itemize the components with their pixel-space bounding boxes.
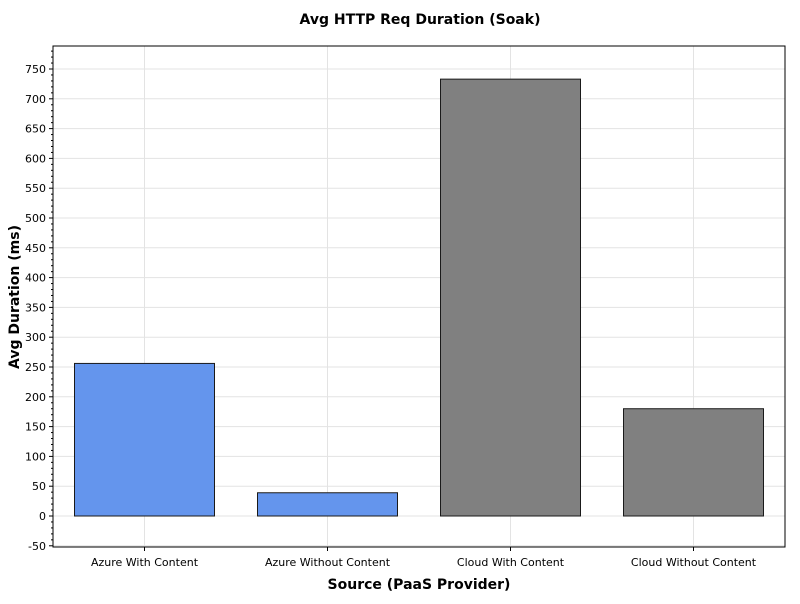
y-tick-label: 750	[25, 63, 46, 76]
y-tick-label: 0	[39, 510, 46, 523]
y-tick-label: 600	[25, 152, 46, 165]
bar-cloud-without-content	[623, 408, 764, 517]
x-tick-label: Azure Without Content	[265, 556, 391, 569]
y-tick-label: 150	[25, 421, 46, 434]
y-tick-label: 500	[25, 212, 46, 225]
y-axis-label: Avg Duration (ms)	[7, 225, 23, 369]
bar-azure-without-content	[257, 492, 398, 517]
y-tick-label: 250	[25, 361, 46, 374]
chart-title: Avg HTTP Req Duration (Soak)	[300, 12, 541, 28]
y-tick-label: 100	[25, 450, 46, 463]
plot-area-frame	[52, 45, 786, 548]
x-tick-label: Cloud Without Content	[631, 556, 757, 569]
x-axis-ticks: Azure With Content Azure Without Content C…	[91, 547, 757, 569]
bars	[74, 78, 764, 517]
y-tick-label: 550	[25, 182, 46, 195]
y-axis-ticks: -50 0 50 100 150 200 250 300 350 400 450 500 550 600 6…	[25, 50, 53, 553]
y-tick-label: 700	[25, 93, 46, 106]
x-tick-label: Cloud With Content	[457, 556, 565, 569]
y-tick-label: -50	[28, 540, 46, 553]
bar-azure-with-content	[74, 362, 215, 517]
y-tick-label: 450	[25, 242, 46, 255]
y-tick-label: 50	[32, 480, 46, 493]
y-tick-label: 650	[25, 123, 46, 136]
bar-cloud-with-content	[440, 78, 581, 517]
y-tick-label: 400	[25, 272, 46, 285]
y-tick-label: 300	[25, 331, 46, 344]
y-tick-label: 200	[25, 391, 46, 404]
x-axis-label: Source (PaaS Provider)	[328, 577, 511, 593]
y-tick-label: 350	[25, 301, 46, 314]
x-tick-label: Azure With Content	[91, 556, 199, 569]
